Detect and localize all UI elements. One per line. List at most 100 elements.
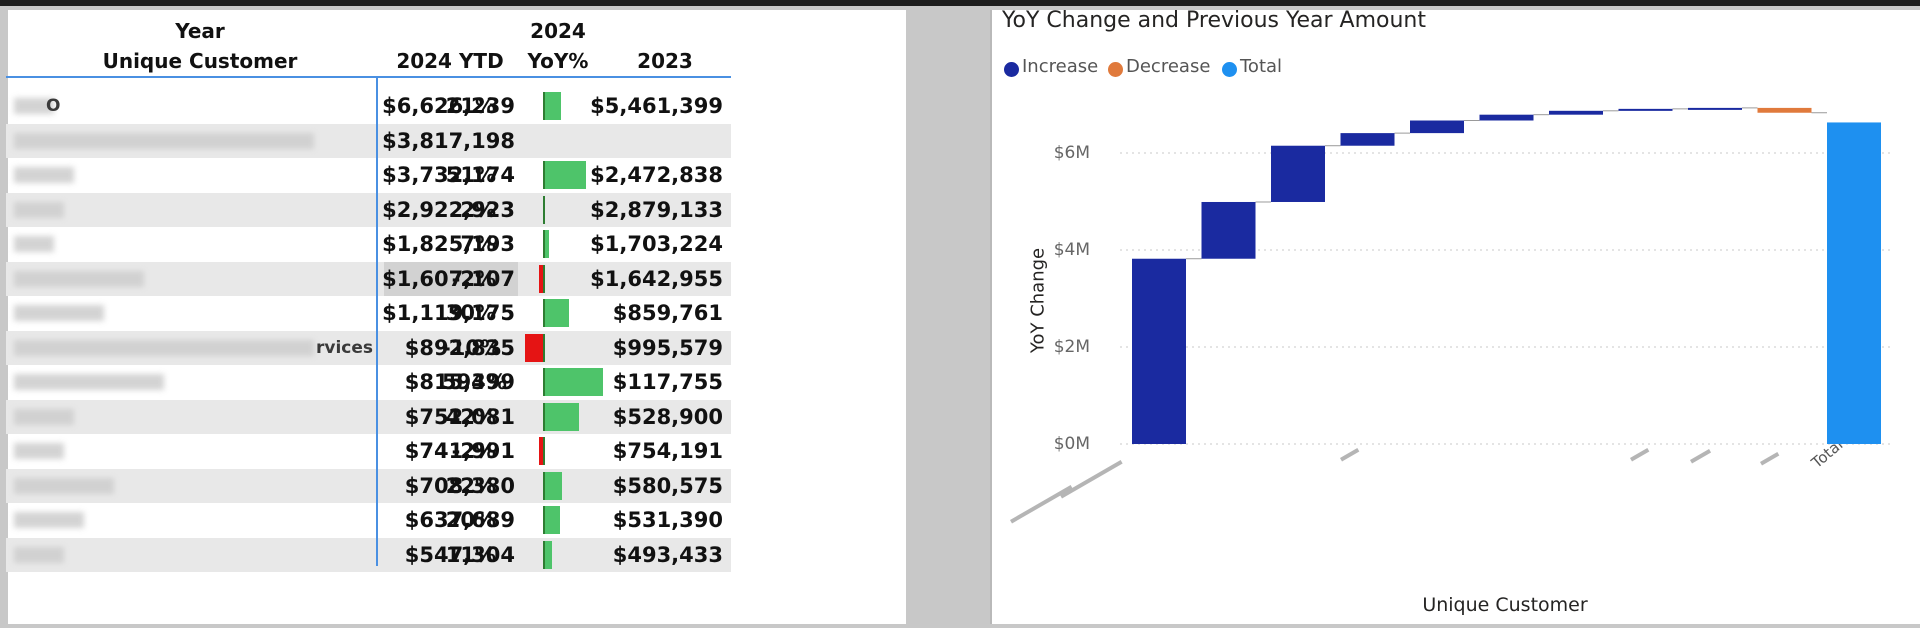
- header-yoy[interactable]: YoY%: [527, 49, 589, 73]
- table-row[interactable]: O $6,626,239 21% $5,461,399: [6, 89, 731, 124]
- amount-2023-cell: $531,390: [612, 508, 723, 532]
- redacted-customer-name: [14, 201, 64, 218]
- redacted-customer-name: [14, 270, 144, 287]
- table-row[interactable]: $3,817,198: [6, 123, 731, 158]
- ytd-2024-cell: $3,732,174: [382, 163, 515, 187]
- header-year[interactable]: Year: [175, 19, 225, 43]
- yoy-bar-axis: [543, 471, 545, 500]
- waterfall-bar-8[interactable]: [1618, 108, 1673, 111]
- waterfall-bar-3[interactable]: [1271, 145, 1325, 202]
- table-row[interactable]: $752,081 42% $528,900: [6, 399, 731, 434]
- ytd-2024-cell: $752,081: [404, 404, 515, 429]
- amount-2023-cell: $528,900: [612, 404, 723, 429]
- yoy-percent-cell: 22%: [445, 473, 496, 498]
- yoy-bar-axis: [543, 402, 545, 431]
- legend-increase-label[interactable]: Increase: [1022, 56, 1099, 77]
- redacted-customer-name: [14, 236, 54, 252]
- redacted-x-tick-label: [1060, 460, 1123, 499]
- header-2024[interactable]: 2024: [530, 19, 586, 43]
- waterfall-bar-1[interactable]: [1132, 258, 1186, 444]
- legend-increase-dot: [1004, 62, 1019, 77]
- yoy-percent-cell: -2%: [451, 439, 496, 463]
- ytd-2024-cell: $2,922,923: [382, 197, 515, 222]
- redacted-customer-name: [14, 546, 64, 563]
- amount-2023-cell: $1,642,955: [590, 266, 723, 291]
- waterfall-bar-7[interactable]: [1549, 110, 1603, 115]
- y-tick-label-6: $6M: [1053, 143, 1090, 163]
- yoy-data-bar: [543, 471, 562, 500]
- column-divider: [376, 78, 378, 566]
- yoy-data-bar: [543, 92, 561, 120]
- amount-2023-cell: $2,472,838: [590, 163, 723, 187]
- legend-decrease-dot: [1108, 62, 1123, 77]
- amount-2023-cell: $117,755: [612, 370, 723, 394]
- yoy-data-bar: [525, 333, 543, 362]
- amount-2023-cell: $580,575: [612, 473, 723, 498]
- ytd-2024-cell: $1,607,107: [382, 266, 515, 291]
- yoy-bar-axis: [543, 506, 545, 534]
- amount-2023-cell: $2,879,133: [590, 197, 723, 222]
- table-row[interactable]: $741,991 -2% $754,191: [6, 434, 731, 469]
- ytd-2024-cell: $637,689: [404, 508, 515, 532]
- ytd-2024-cell: $1,825,193: [382, 232, 515, 256]
- waterfall-bar-10[interactable]: [1757, 107, 1812, 113]
- redacted-x-tick-label: [1340, 447, 1360, 462]
- yoy-percent-cell: 51%: [445, 163, 496, 187]
- table-row[interactable]: $637,689 20% $531,390: [6, 503, 731, 538]
- yoy-percent-cell: 20%: [445, 508, 496, 532]
- header-divider: [6, 76, 731, 78]
- chart-title: YoY Change and Previous Year Amount: [1002, 8, 1427, 33]
- redacted-x-tick-label: [1630, 447, 1650, 462]
- redacted-customer-name: [14, 132, 314, 149]
- yoy-bar-axis: [543, 264, 545, 293]
- legend-total-dot: [1222, 62, 1237, 77]
- table-row[interactable]: $2,922,923 2% $2,879,133: [6, 192, 731, 227]
- redacted-customer-name: [14, 305, 104, 321]
- yoy-percent-cell: 21%: [445, 94, 496, 118]
- table-panel: [8, 10, 906, 624]
- table-row[interactable]: $1,825,193 7% $1,703,224: [6, 227, 731, 262]
- amount-2023-cell: $493,433: [612, 542, 723, 567]
- waterfall-bar-2[interactable]: [1201, 201, 1256, 259]
- ytd-2024-cell: $6,626,239: [382, 94, 515, 118]
- x-axis-title: Unique Customer: [1422, 594, 1588, 616]
- yoy-data-bar: [539, 437, 543, 465]
- table-row[interactable]: $708,380 22% $580,575: [6, 468, 731, 503]
- amount-2023-cell: $5,461,399: [590, 94, 723, 118]
- yoy-data-bar: [543, 161, 587, 189]
- yoy-percent-cell: -2%: [451, 266, 496, 291]
- yoy-bar-axis: [543, 161, 545, 189]
- table-row[interactable]: $1,119,175 30% $859,761: [6, 296, 731, 331]
- yoy-bar-axis: [543, 368, 545, 396]
- waterfall-bar-4[interactable]: [1340, 133, 1395, 146]
- header-2024-ytd[interactable]: 2024 YTD: [396, 49, 504, 73]
- redacted-customer-name: [14, 477, 114, 494]
- waterfall-bar-9[interactable]: [1688, 107, 1742, 110]
- redacted-customer-name: [14, 374, 164, 390]
- yoy-data-bar: [543, 368, 603, 396]
- legend-total-label[interactable]: Total: [1240, 56, 1283, 77]
- header-2023[interactable]: 2023: [637, 49, 693, 73]
- panel-divider: [990, 10, 992, 624]
- yoy-bar-axis: [543, 540, 545, 569]
- ytd-2024-cell: $1,119,175: [382, 301, 515, 325]
- yoy-data-bar: [543, 299, 569, 327]
- yoy-percent-cell: 11%: [445, 542, 496, 567]
- table-row[interactable]: $815,499 593% $117,755: [6, 365, 731, 400]
- table-row[interactable]: $547,304 11% $493,433: [6, 537, 731, 572]
- yoy-bar-axis: [543, 299, 545, 327]
- table-row[interactable]: $3,732,174 51% $2,472,838: [6, 158, 731, 193]
- table-row[interactable]: $1,607,107 -2% $1,642,955: [6, 261, 731, 296]
- yoy-data-bar: [543, 230, 549, 258]
- waterfall-bar-5[interactable]: [1410, 120, 1464, 134]
- legend-decrease-label[interactable]: Decrease: [1126, 56, 1211, 77]
- ytd-2024-cell: $547,304: [404, 542, 515, 567]
- yoy-percent-cell: 30%: [445, 301, 496, 325]
- table-row[interactable]: rvices $892,835 -10% $995,579: [6, 330, 731, 365]
- waterfall-total-bar[interactable]: [1827, 122, 1881, 444]
- header-unique-customer[interactable]: Unique Customer: [102, 49, 298, 73]
- yoy-bar-axis: [543, 437, 545, 465]
- waterfall-bar-6[interactable]: [1479, 114, 1534, 121]
- yoy-data-bar: [543, 402, 579, 431]
